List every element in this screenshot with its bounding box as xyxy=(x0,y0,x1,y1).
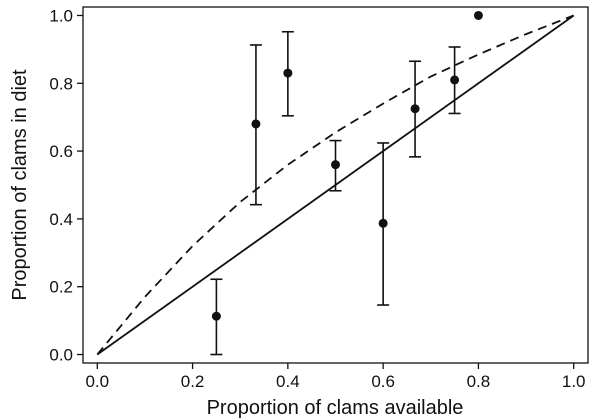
y-tick-label: 1.0 xyxy=(49,6,73,25)
data-point xyxy=(473,10,483,20)
error-bars xyxy=(210,30,461,356)
x-tick-label: 0.4 xyxy=(276,372,300,391)
y-tick-label: 0.4 xyxy=(49,210,73,229)
dashed-curve xyxy=(96,14,575,356)
plot-frame xyxy=(82,6,589,364)
data-point xyxy=(378,218,388,228)
data-point xyxy=(211,311,221,321)
y-tick-label: 0.2 xyxy=(49,278,73,297)
x-tick-label: 0.8 xyxy=(467,372,491,391)
data-point xyxy=(331,160,340,170)
data-point xyxy=(450,75,460,85)
y-axis-label: Proportion of clams in diet xyxy=(9,69,31,301)
x-axis-label: Proportion of clams available xyxy=(207,397,464,419)
data-points xyxy=(211,10,483,321)
x-axis-ticks: 0.0 0.2 0.4 0.6 0.8 1.0 xyxy=(85,363,586,391)
x-tick-label: 0.6 xyxy=(371,372,395,391)
data-point xyxy=(410,104,420,114)
x-tick-label: 0.0 xyxy=(85,372,109,391)
y-tick-label: 0.8 xyxy=(49,74,73,93)
data-point xyxy=(251,119,261,129)
data-point xyxy=(283,68,293,78)
y-axis-ticks: 0.0 0.2 0.4 0.6 0.8 1.0 xyxy=(49,6,83,365)
y-tick-label: 0.6 xyxy=(49,142,73,161)
x-tick-label: 0.2 xyxy=(181,372,205,391)
x-tick-label: 1.0 xyxy=(562,372,586,391)
y-tick-label: 0.0 xyxy=(49,346,73,365)
